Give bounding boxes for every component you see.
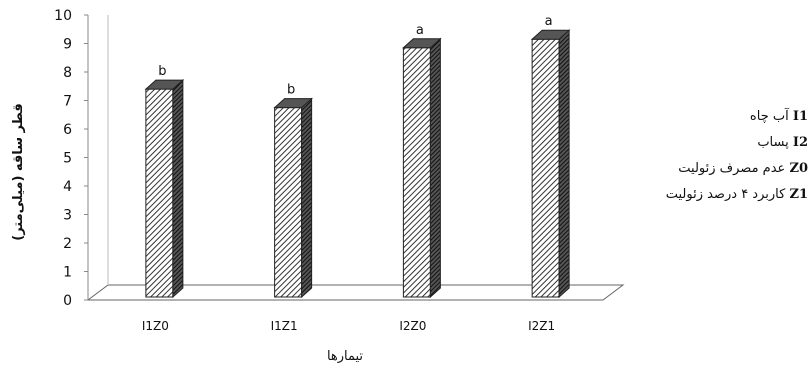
legend-text: پساب bbox=[757, 135, 793, 150]
bar-side bbox=[172, 78, 184, 299]
legend-code: I1 bbox=[792, 109, 808, 124]
legend-text: کاربرد ۴ درصد زئولیت bbox=[665, 187, 790, 202]
y-tick-label: 6 bbox=[63, 122, 72, 138]
y-tick-label: 9 bbox=[63, 37, 72, 53]
y-tick-label: 5 bbox=[63, 151, 72, 167]
category-labels: I1Z0 I1Z1 I2Z0 I2Z1 bbox=[142, 319, 555, 333]
bar-side bbox=[558, 29, 570, 299]
significance-letter: a bbox=[545, 14, 553, 29]
category-label: I2Z0 bbox=[399, 319, 426, 333]
y-tick-label: 8 bbox=[63, 65, 72, 81]
bar-front bbox=[145, 88, 174, 298]
bar-front bbox=[274, 107, 303, 298]
y-tick-label: 10 bbox=[54, 8, 72, 24]
y-ticks: 0 1 2 3 4 5 6 7 8 9 10 bbox=[54, 8, 88, 309]
chart-floor bbox=[86, 284, 625, 301]
bars: b b a a bbox=[144, 14, 571, 299]
bar-top bbox=[144, 79, 185, 90]
x-axis-label: تیمارها bbox=[327, 349, 363, 364]
legend-code: Z1 bbox=[789, 187, 808, 202]
legend-item: I2 پساب bbox=[632, 130, 808, 156]
legend-code: I2 bbox=[792, 135, 808, 150]
bar-front bbox=[402, 47, 431, 298]
bar-top bbox=[273, 98, 313, 109]
category-label: I1Z0 bbox=[142, 319, 169, 333]
bar-side bbox=[429, 37, 441, 299]
category-label: I1Z1 bbox=[271, 319, 298, 333]
y-tick-label: 7 bbox=[63, 94, 72, 110]
y-axis-label: قطر ساقه (میلی‌متر) bbox=[11, 103, 26, 241]
legend-text: آب چاه bbox=[749, 109, 793, 124]
legend: I1 آب چاه I2 پساب Z0 عدم مصرف زئولیت Z1 کار… bbox=[632, 104, 808, 208]
bar-side bbox=[301, 97, 313, 299]
legend-item: I1 آب چاه bbox=[632, 104, 808, 130]
significance-letter: b bbox=[158, 64, 166, 79]
y-tick-label: 2 bbox=[63, 236, 72, 252]
y-tick-label: 0 bbox=[63, 293, 72, 309]
bar-front bbox=[531, 38, 560, 298]
significance-letter: a bbox=[416, 23, 424, 38]
y-tick-label: 4 bbox=[63, 179, 72, 195]
category-label: I2Z1 bbox=[528, 319, 555, 333]
legend-item: Z1 کاربرد ۴ درصد زئولیت bbox=[632, 182, 808, 208]
bar-top bbox=[402, 38, 442, 49]
legend-code: Z0 bbox=[789, 161, 808, 176]
legend-text: عدم مصرف زئولیت bbox=[678, 161, 790, 176]
legend-item: Z0 عدم مصرف زئولیت bbox=[632, 156, 808, 182]
significance-letter: b bbox=[287, 83, 295, 98]
y-tick-label: 1 bbox=[63, 265, 72, 281]
bar-top bbox=[530, 29, 571, 40]
y-tick-label: 3 bbox=[63, 208, 72, 224]
